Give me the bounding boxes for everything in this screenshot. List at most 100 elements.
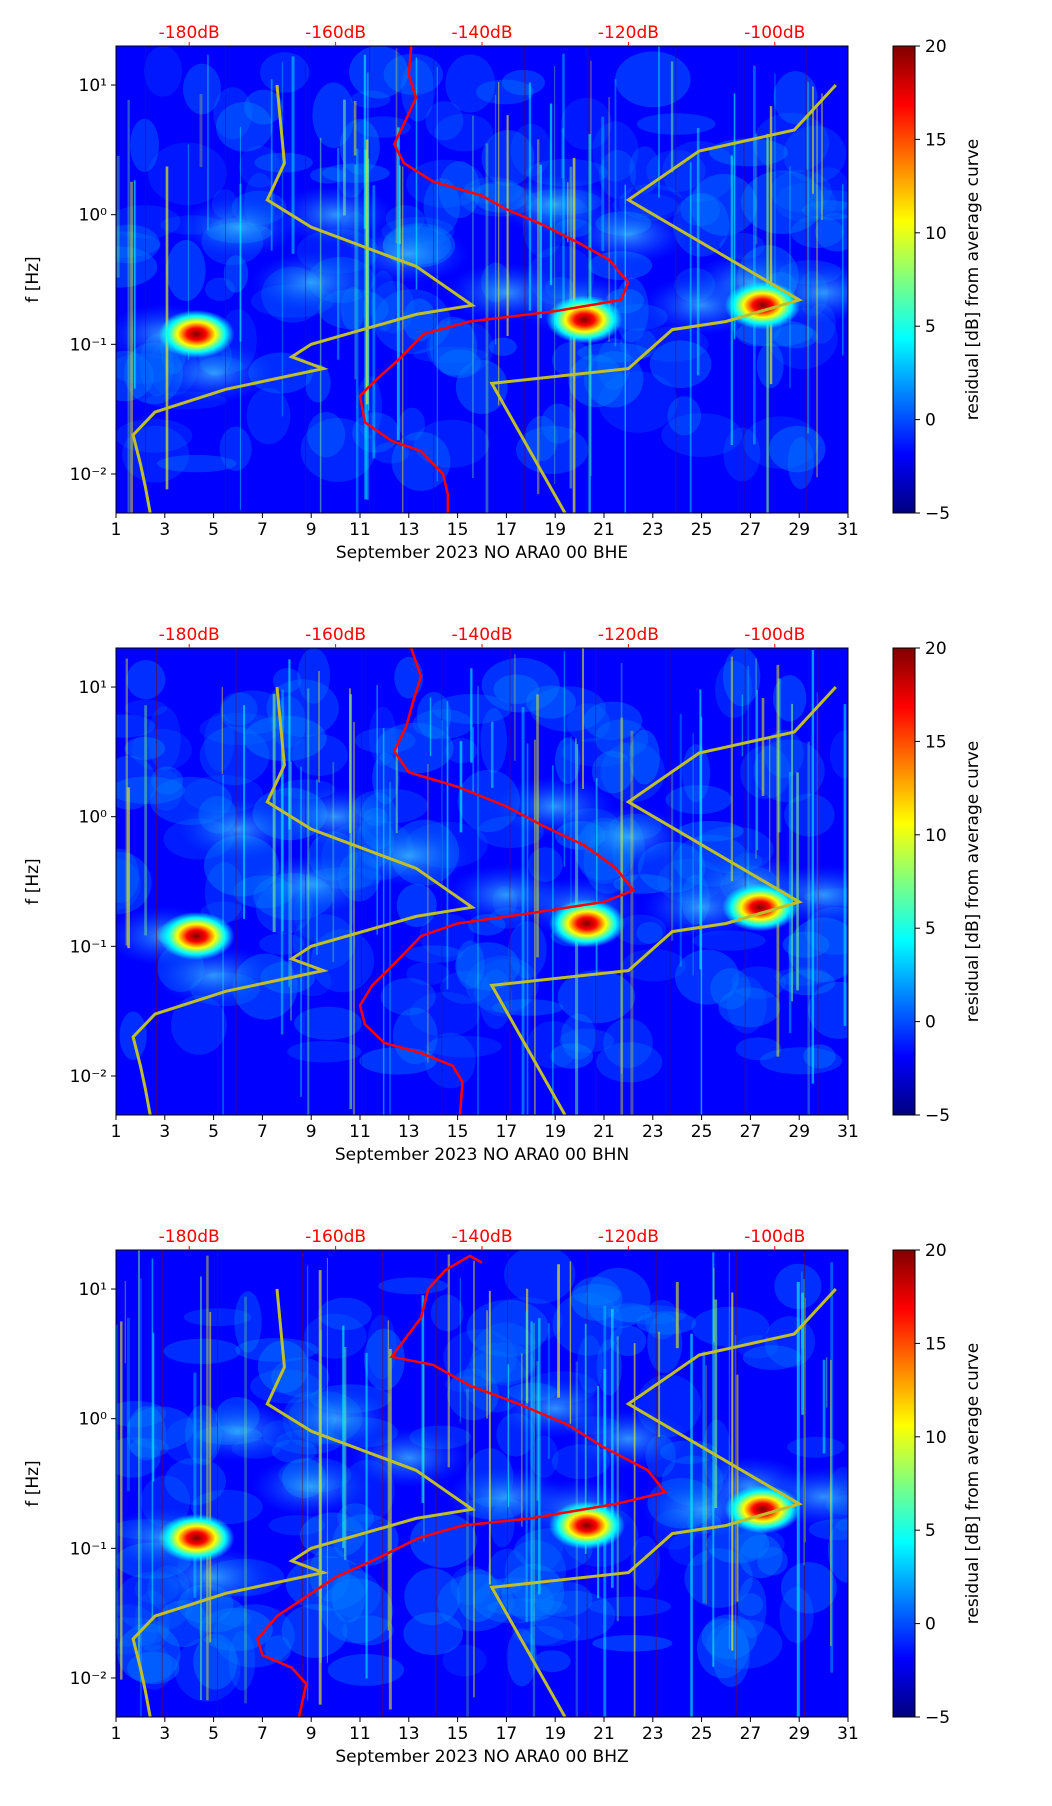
noise-patch	[566, 703, 611, 743]
noise-patch	[533, 1650, 571, 1673]
y-tick-label: 10⁰	[79, 1410, 108, 1430]
noise-patch	[524, 415, 558, 462]
noise-patch	[609, 1325, 647, 1357]
noise-patch	[772, 675, 807, 722]
noise-patch	[116, 1617, 171, 1647]
top-db-label: -160dB	[305, 23, 366, 43]
noise-patch	[375, 722, 454, 774]
noise-patch	[583, 701, 643, 740]
energy-band	[251, 252, 372, 313]
noise-patch	[272, 668, 302, 693]
noise-patch	[213, 87, 253, 140]
noise-patch	[144, 46, 183, 97]
x-tick-label: 15	[447, 1122, 469, 1142]
noise-patch	[425, 100, 464, 141]
colorbar-label: residual [dB] from average curve	[963, 139, 983, 420]
noise-patch	[737, 1577, 767, 1638]
x-tick-label: 5	[208, 1122, 219, 1142]
top-db-label: -120dB	[598, 1227, 659, 1247]
yellow-model-curve	[131, 686, 477, 1115]
noise-patch	[412, 346, 488, 364]
noise-patch	[234, 1291, 262, 1353]
noise-patch	[753, 112, 830, 174]
noise-patch	[330, 1570, 381, 1619]
noise-patch	[127, 1406, 194, 1450]
noise-patch	[541, 403, 576, 444]
colorbar-label: residual [dB] from average curve	[963, 741, 983, 1022]
noise-patch	[264, 1635, 292, 1663]
x-tick-label: 29	[788, 520, 810, 540]
noise-patch	[757, 1546, 788, 1576]
noise-patch	[219, 426, 252, 472]
y-axis-label: f [Hz]	[23, 256, 43, 302]
heatmap-area	[116, 648, 848, 1115]
noise-patch	[787, 436, 814, 490]
noise-patch	[508, 921, 547, 979]
noise-patch	[426, 319, 494, 376]
x-tick-label: 5	[208, 1724, 219, 1744]
noise-patch	[429, 316, 478, 376]
x-tick-label: 15	[447, 520, 469, 540]
noise-patch	[815, 212, 848, 252]
colorbar-tick-label: 20	[925, 1241, 947, 1261]
colorbar-tick-label: 20	[925, 37, 947, 57]
noise-patch	[266, 679, 339, 738]
energy-band	[348, 1427, 469, 1488]
noise-patch	[406, 159, 485, 208]
x-tick-label: 27	[740, 1724, 762, 1744]
noise-patch	[170, 995, 227, 1055]
x-tick-label: 31	[837, 1724, 859, 1744]
energy-band	[251, 854, 372, 915]
noise-patch	[525, 685, 576, 719]
noise-patch	[147, 706, 181, 771]
x-tick-label: 25	[691, 520, 713, 540]
noise-patch	[383, 53, 443, 96]
colorbar-tick-label: 10	[925, 1428, 947, 1448]
noise-patch	[137, 1644, 173, 1690]
noise-patch	[378, 1277, 449, 1295]
top-db-label: -160dB	[305, 625, 366, 645]
noise-patch	[829, 730, 848, 779]
noise-patch	[419, 913, 475, 958]
noise-patch	[532, 1590, 616, 1641]
x-tick-label: 25	[691, 1122, 713, 1142]
noise-patch	[116, 1604, 158, 1655]
red-median-curve	[358, 46, 630, 513]
x-tick-label: 21	[593, 1724, 615, 1744]
noise-patch	[629, 729, 660, 785]
noise-patch	[665, 785, 732, 815]
noise-patch	[561, 738, 636, 767]
noise-patch	[779, 1587, 814, 1644]
colorbar-tick-label: 5	[925, 919, 936, 939]
noise-patch	[783, 125, 847, 183]
y-tick-label: 10⁻²	[70, 465, 107, 485]
colorbar-tick-label: 5	[925, 1521, 936, 1541]
noise-patch	[404, 945, 464, 963]
noise-patch	[244, 89, 283, 125]
noise-patch	[577, 1335, 603, 1394]
noise-patch	[131, 728, 192, 771]
noise-patch	[199, 713, 282, 746]
noise-patch	[690, 173, 758, 236]
x-tick-label: 13	[398, 1724, 420, 1744]
noise-patch	[116, 231, 161, 258]
noise-patch	[529, 686, 606, 732]
noise-patch	[127, 1651, 180, 1685]
noise-patch	[322, 163, 390, 183]
noise-patch	[368, 270, 397, 332]
noise-patch	[644, 1299, 679, 1340]
yellow-model-curve-right	[489, 1287, 837, 1717]
noise-patch	[332, 1574, 366, 1623]
x-tick-label: 5	[208, 520, 219, 540]
x-tick-label: 9	[306, 1724, 317, 1744]
noise-patch	[416, 692, 452, 740]
noise-patch	[193, 1633, 238, 1690]
red-median-curve	[256, 1254, 668, 1717]
heatmap-area	[116, 46, 848, 513]
noise-patch	[403, 1612, 464, 1656]
noise-patch	[147, 142, 228, 206]
noise-patch	[779, 969, 836, 996]
noise-patch	[156, 454, 237, 473]
